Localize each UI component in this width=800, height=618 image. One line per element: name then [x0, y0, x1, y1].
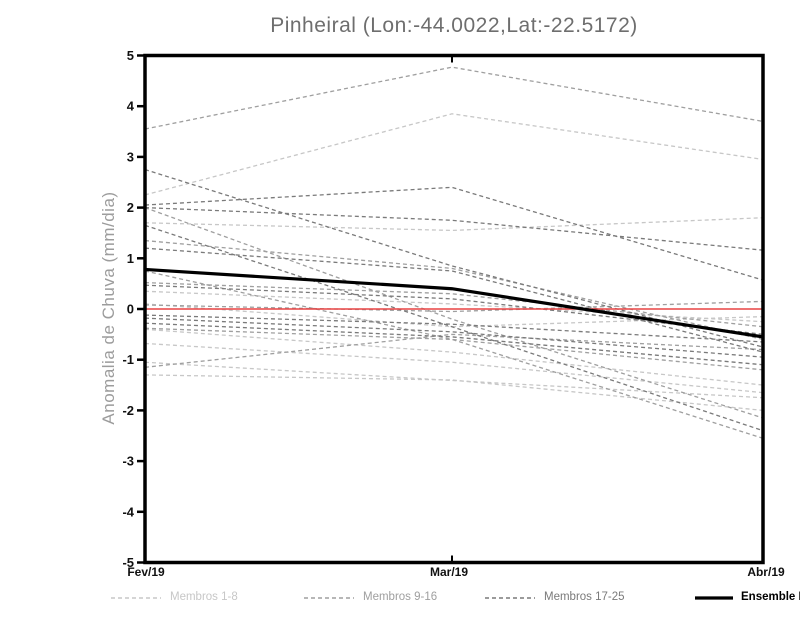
x-tick-label: Fev/19 — [127, 565, 165, 579]
member-line-11 — [144, 239, 764, 341]
legend-label: Ensemble Mean — [741, 591, 800, 603]
y-tick-label: -5 — [122, 555, 134, 570]
member-line-15 — [144, 270, 764, 439]
legend-label: Membros 1-8 — [170, 591, 238, 603]
legend-entry-membros-9-16: Membros 9-16 — [303, 590, 463, 606]
member-line-19 — [144, 206, 764, 251]
legend-swatch-dashed — [304, 597, 354, 599]
ensemble-mean-line — [144, 267, 764, 339]
legend-entry-membros-1-8: Membros 1-8 — [110, 590, 260, 606]
member-line-2 — [144, 217, 764, 232]
member-line-12 — [144, 333, 764, 368]
legend-swatch-dashed — [111, 597, 161, 599]
member-line-17 — [144, 168, 764, 348]
y-tick-label: 5 — [127, 48, 134, 63]
y-tick-label: 4 — [127, 99, 135, 114]
member-line-1 — [144, 113, 764, 196]
member-line-9 — [144, 66, 764, 130]
y-tick-label: 1 — [127, 251, 134, 266]
y-tick-label: -3 — [122, 454, 134, 469]
x-tick-label: Abr/19 — [747, 565, 785, 579]
legend-label: Membros 17-25 — [544, 591, 625, 603]
legend-swatch-dashed — [485, 597, 535, 599]
member-line-22 — [144, 314, 764, 343]
y-tick-label: 0 — [127, 302, 134, 317]
y-tick-label: -1 — [122, 352, 134, 367]
legend-entry-ensemble-mean: Ensemble Mean — [694, 590, 800, 606]
legend-swatch-solid — [695, 596, 733, 600]
chart-title: Pinheiral (Lon:-44.0022,Lat:-22.5172) — [270, 14, 638, 37]
chart-legend: Membros 1-8 Membros 9-16 Membros 17-25 E… — [0, 590, 800, 608]
y-tick-label: 3 — [127, 149, 134, 164]
member-line-24 — [144, 322, 764, 366]
x-tick-label: Mar/19 — [430, 565, 468, 579]
member-line-10 — [144, 206, 764, 419]
member-line-25 — [144, 224, 764, 432]
y-tick-label: -4 — [122, 504, 134, 519]
legend-label: Membros 9-16 — [363, 591, 438, 603]
y-tick-label: -2 — [122, 403, 134, 418]
member-line-16 — [144, 300, 764, 313]
y-tick-label: 2 — [127, 200, 134, 215]
legend-entry-membros-17-25: Membros 17-25 — [484, 590, 659, 606]
